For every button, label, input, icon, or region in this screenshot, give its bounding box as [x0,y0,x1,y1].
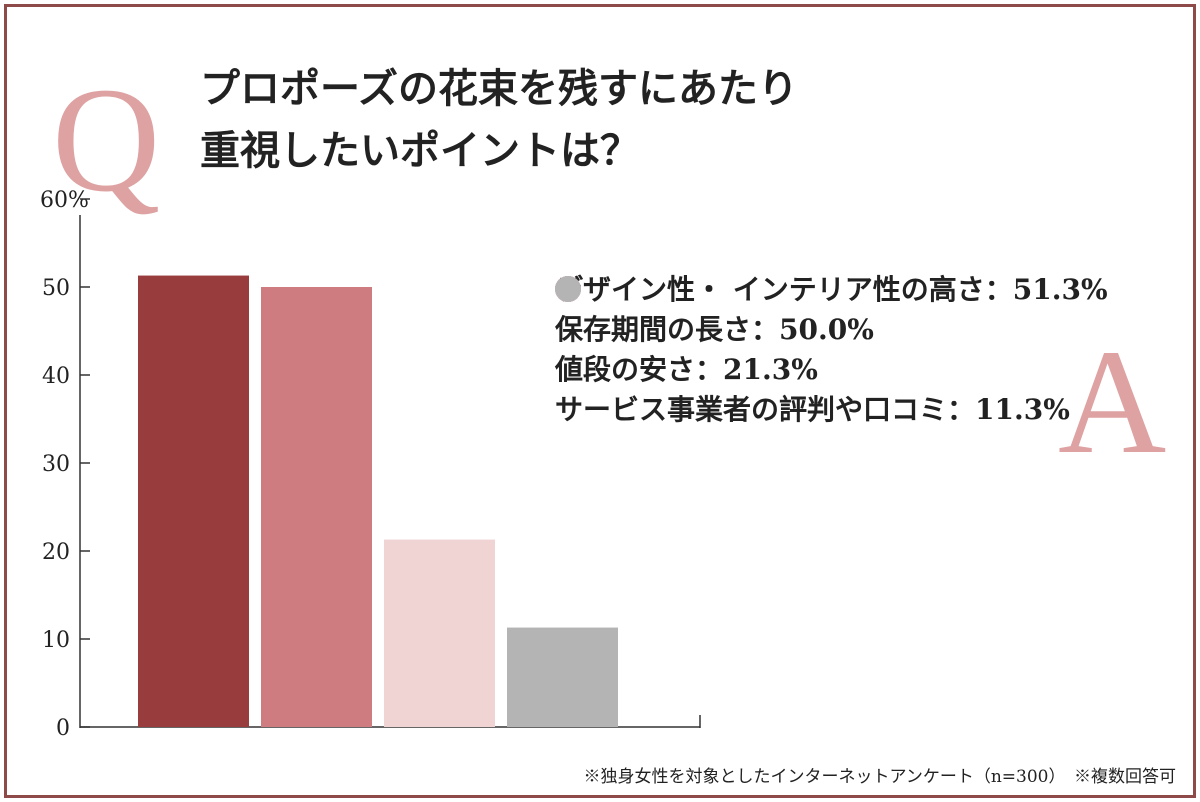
legend-label: デザイン性・ インテリア性の高さ [555,273,985,306]
legend-dot [555,276,581,302]
legend-label: サービス事業者の評判や口コミ [555,393,948,426]
footnote: ※独身女性を対象としたインターネットアンケート（n=300） ※複数回答可 [583,767,1176,787]
legend-item: デザイン性・ インテリア性の高さ：51.3% [555,268,1108,308]
q-mark: Q [52,57,160,223]
value-label: 11.3% [975,393,1070,426]
y-tick-label: 0 [56,716,70,741]
legend: デザイン性・ インテリア性の高さ：51.3% 保存期間の長さ：50.0% 値段の安さ… [555,268,1108,428]
value-label: 51.3% [1012,273,1108,306]
bar [138,275,249,727]
legend-label: 値段の安さ [555,353,696,386]
frame [4,4,1196,798]
separator: ： [947,393,976,426]
separator: ： [984,273,1013,306]
value-label: 21.3% [723,353,818,386]
y-tick-label: 60% [40,188,89,213]
legend-item: 保存期間の長さ：50.0% [555,276,1108,348]
y-tick-label: 30 [42,452,70,477]
title: プロポーズの花束を残すにあたり 重視したいポイントは？ [200,65,798,174]
bar [261,287,372,727]
y-tick-label: 20 [42,540,70,565]
legend-item: サービス事業者の評判や口コミ：11.3% [555,276,1108,428]
legend-label: 保存期間の長さ [555,313,752,346]
y-tick-label: 10 [42,628,70,653]
value-label: 50.0% [779,313,874,346]
legend-item: 値段の安さ：21.3% [555,276,1108,388]
bar [384,539,495,727]
y-tick-label: 40 [42,364,70,389]
y-tick-label: 50 [42,276,70,301]
a-mark: A [1058,319,1166,485]
bar [507,627,618,727]
separator: ： [751,313,780,346]
separator: ： [695,353,724,386]
